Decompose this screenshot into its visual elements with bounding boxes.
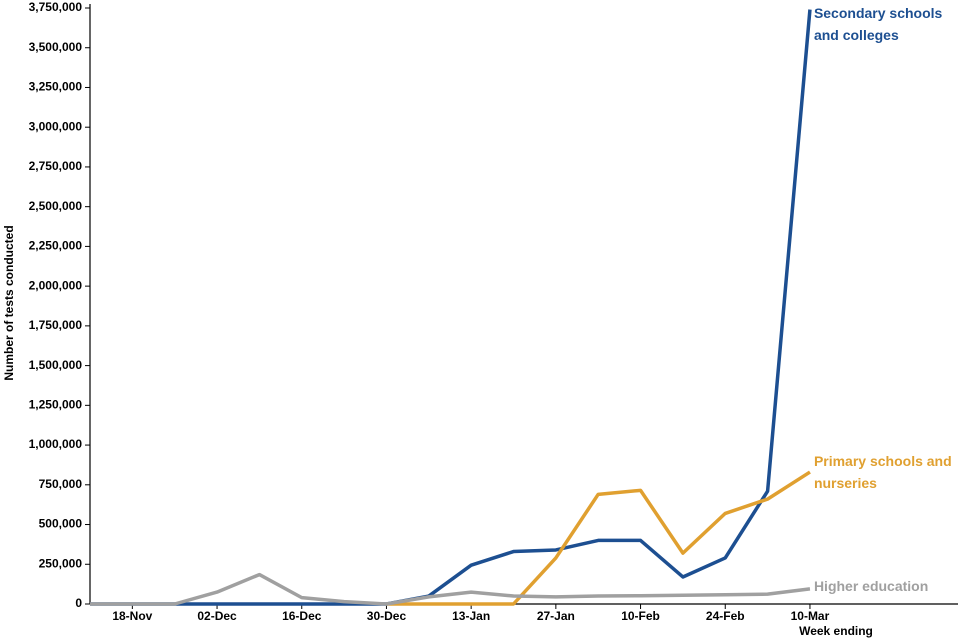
x-tick-label: 18-Nov xyxy=(112,609,152,623)
y-tick-label: 1,000,000 xyxy=(29,437,83,451)
y-tick-label: 1,750,000 xyxy=(29,318,83,332)
x-tick-label: 16-Dec xyxy=(282,609,322,623)
y-tick-label: 500,000 xyxy=(39,517,83,531)
series-line xyxy=(90,9,812,606)
x-tick-label: 24-Feb xyxy=(706,609,745,623)
series-label: Secondary schools and colleges xyxy=(813,4,943,43)
y-tick-label: 750,000 xyxy=(39,477,83,491)
series-label: Primary schools and nurseries xyxy=(813,453,952,492)
y-tick-label: 2,250,000 xyxy=(29,239,83,253)
series-line xyxy=(90,572,811,606)
x-tick-label: 30-Dec xyxy=(367,609,407,623)
y-tick-label: 2,750,000 xyxy=(29,159,83,173)
x-tick-label: 13-Jan xyxy=(452,609,490,623)
x-axis-label: Week ending xyxy=(799,624,873,638)
y-tick-label: 3,000,000 xyxy=(29,119,83,133)
x-tick-label: 02-Dec xyxy=(197,609,237,623)
y-tick-label: 2,000,000 xyxy=(29,278,83,292)
y-axis-label: Number of tests conducted xyxy=(2,225,16,380)
series-label: Higher education xyxy=(813,577,929,594)
x-tick-label: 10-Feb xyxy=(621,609,660,623)
y-tick-label: 1,500,000 xyxy=(29,358,83,372)
y-tick-label: 0 xyxy=(75,596,82,610)
y-tick-label: 3,750,000 xyxy=(29,0,83,14)
series-line xyxy=(386,470,811,606)
y-tick-label: 250,000 xyxy=(39,556,83,570)
x-tick-label: 10-Mar xyxy=(791,609,830,623)
y-tick-label: 3,500,000 xyxy=(29,40,83,54)
y-tick-label: 3,250,000 xyxy=(29,80,83,94)
y-tick-label: 1,250,000 xyxy=(29,398,83,412)
x-tick-label: 27-Jan xyxy=(537,609,575,623)
y-tick-label: 2,500,000 xyxy=(29,199,83,213)
